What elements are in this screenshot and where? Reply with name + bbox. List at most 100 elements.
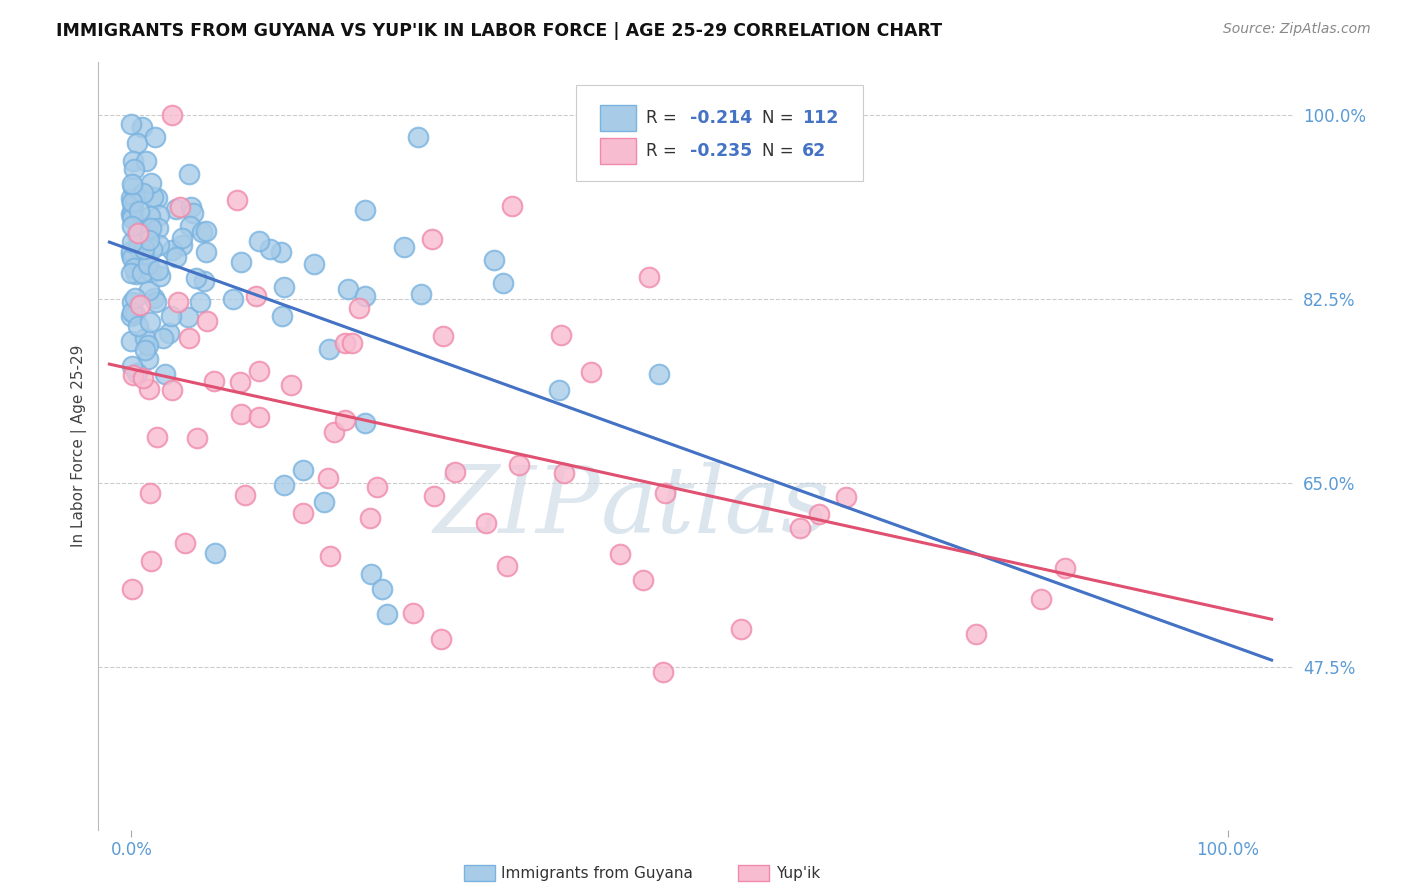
Text: R =: R = [645, 110, 682, 128]
Point [444, 465, 467, 479]
Point [132, 243, 155, 257]
Point [149, 268, 172, 283]
Point [121, 180, 143, 194]
Point [197, 313, 219, 327]
Point [139, 315, 162, 329]
Point [508, 458, 530, 473]
Point [136, 257, 159, 271]
Point [176, 310, 198, 325]
Point [165, 250, 187, 264]
Point [138, 284, 160, 298]
Point [124, 307, 146, 321]
Point [172, 231, 194, 245]
Point [124, 162, 146, 177]
Point [650, 135, 672, 149]
Point [247, 410, 270, 425]
Point [432, 328, 454, 343]
Point [183, 205, 205, 219]
Point [127, 319, 149, 334]
Point [131, 120, 153, 134]
Point [122, 368, 145, 382]
Point [124, 190, 146, 204]
Point [131, 266, 153, 280]
Point [142, 292, 165, 306]
Point [139, 554, 162, 568]
Point [359, 511, 381, 525]
Point [371, 582, 394, 597]
Point [193, 273, 215, 287]
Point [394, 239, 416, 253]
Point [233, 488, 256, 502]
Point [142, 190, 165, 204]
Point [349, 301, 371, 316]
Point [291, 506, 314, 520]
Point [127, 241, 149, 255]
Point [547, 383, 569, 397]
Point [312, 495, 335, 509]
Point [402, 606, 425, 620]
Point [501, 199, 523, 213]
Y-axis label: In Labor Force | Age 25-29: In Labor Force | Age 25-29 [72, 345, 87, 547]
Point [174, 536, 197, 550]
Point [333, 335, 356, 350]
Point [120, 190, 142, 204]
Point [316, 471, 339, 485]
Point [121, 310, 143, 324]
Point [247, 364, 270, 378]
Point [125, 215, 148, 229]
Point [127, 226, 149, 240]
Point [188, 295, 211, 310]
Point [271, 309, 294, 323]
Point [121, 206, 143, 220]
Point [270, 244, 292, 259]
Point [152, 331, 174, 345]
Text: 112: 112 [803, 110, 839, 128]
Text: N =: N = [762, 110, 799, 128]
Point [122, 261, 145, 276]
Point [169, 200, 191, 214]
Point [120, 334, 142, 348]
Text: Immigrants from Guyana: Immigrants from Guyana [501, 866, 692, 880]
Point [579, 365, 602, 379]
Point [496, 558, 519, 573]
Point [159, 309, 181, 323]
Text: atlas: atlas [600, 462, 830, 552]
Point [354, 289, 377, 303]
Point [120, 244, 142, 259]
Point [191, 225, 214, 239]
Point [135, 154, 157, 169]
Point [134, 331, 156, 345]
Point [153, 367, 176, 381]
Point [121, 582, 143, 597]
Point [730, 623, 752, 637]
Point [808, 508, 831, 522]
Point [482, 253, 505, 268]
Point [202, 374, 225, 388]
Point [148, 208, 170, 222]
Point [492, 276, 515, 290]
Point [138, 209, 160, 223]
Point [406, 130, 429, 145]
Point [186, 431, 208, 445]
Point [245, 289, 267, 303]
Point [166, 294, 188, 309]
Point [638, 269, 661, 284]
Point [128, 203, 150, 218]
Point [121, 194, 143, 209]
Point [204, 546, 226, 560]
Text: 62: 62 [803, 142, 827, 160]
Point [280, 378, 302, 392]
Point [125, 136, 148, 151]
Point [229, 408, 252, 422]
Point [146, 262, 169, 277]
Point [179, 219, 201, 234]
Point [121, 235, 143, 250]
Point [145, 191, 167, 205]
Point [145, 295, 167, 310]
Point [138, 233, 160, 247]
Point [273, 279, 295, 293]
Point [177, 331, 200, 345]
Point [148, 238, 170, 252]
Point [247, 234, 270, 248]
Point [429, 632, 451, 646]
